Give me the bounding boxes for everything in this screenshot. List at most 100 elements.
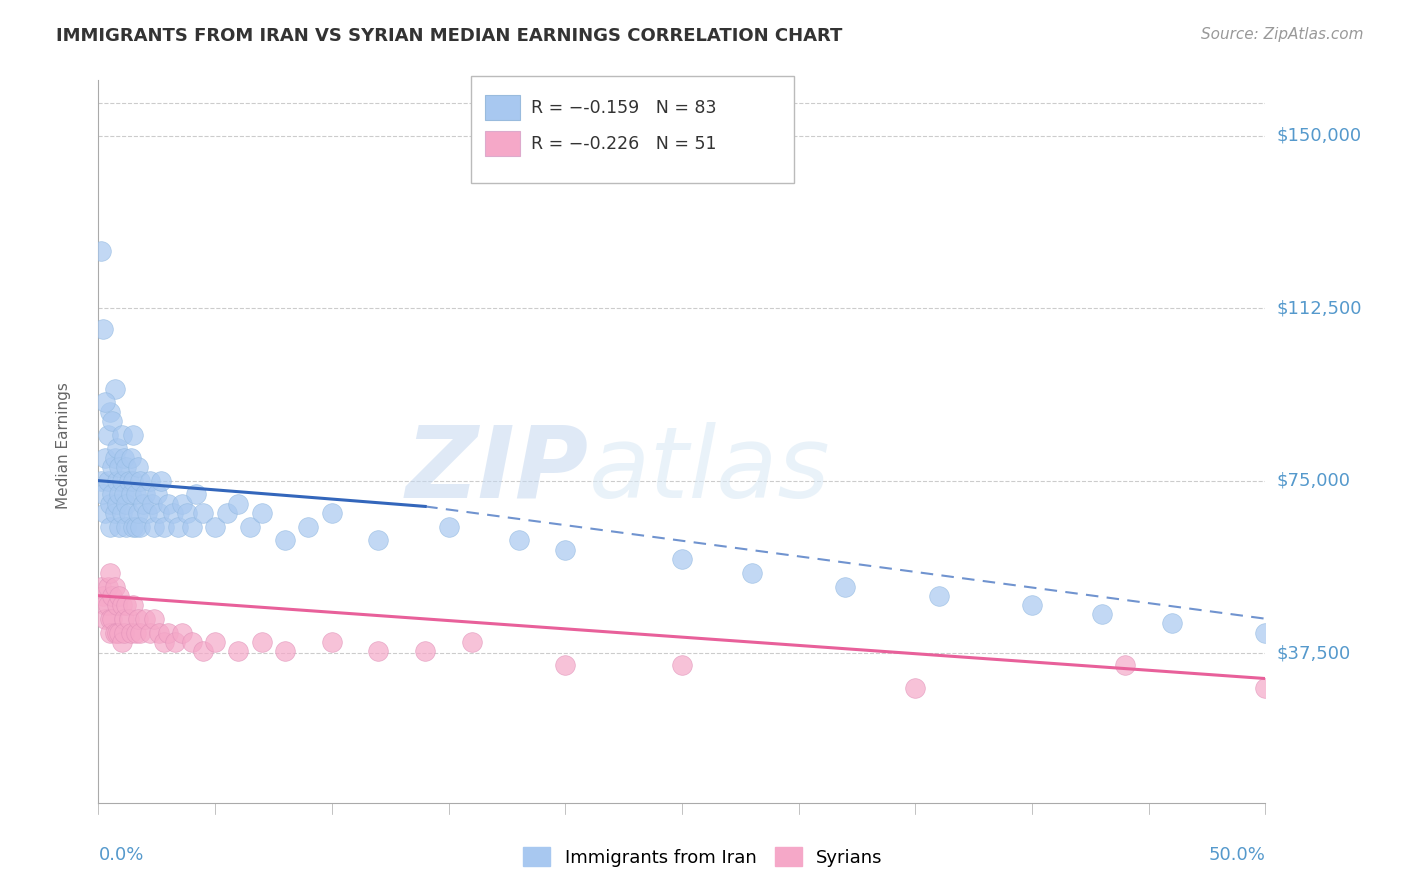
Point: [139, 625, 162, 640]
Point: [367, 533, 389, 548]
Point: [98, 497, 121, 511]
Point: [94, 506, 117, 520]
Point: [1254, 625, 1277, 640]
Point: [105, 442, 128, 456]
Point: [157, 497, 180, 511]
Point: [101, 414, 124, 428]
Point: [98, 625, 121, 640]
Point: [437, 519, 460, 533]
Point: [1091, 607, 1114, 621]
Text: ZIP: ZIP: [405, 422, 589, 519]
Text: R = −-0.159   N = 83: R = −-0.159 N = 83: [531, 99, 717, 117]
Point: [146, 487, 169, 501]
Text: IMMIGRANTS FROM IRAN VS SYRIAN MEDIAN EARNINGS CORRELATION CHART: IMMIGRANTS FROM IRAN VS SYRIAN MEDIAN EA…: [56, 27, 842, 45]
Text: Source: ZipAtlas.com: Source: ZipAtlas.com: [1201, 27, 1364, 42]
Point: [111, 598, 134, 612]
Point: [97, 474, 120, 488]
Point: [115, 497, 138, 511]
Point: [274, 533, 297, 548]
Point: [127, 459, 149, 474]
Point: [97, 598, 120, 612]
Point: [1021, 598, 1043, 612]
Point: [122, 474, 145, 488]
Point: [176, 506, 198, 520]
Point: [129, 474, 152, 488]
Point: [108, 625, 131, 640]
Point: [111, 506, 134, 520]
Point: [94, 598, 117, 612]
Point: [139, 474, 162, 488]
Point: [157, 625, 180, 640]
Point: [1161, 616, 1184, 631]
Point: [98, 566, 121, 580]
Point: [111, 474, 134, 488]
Point: [101, 487, 124, 501]
Point: [104, 382, 127, 396]
Point: [111, 634, 134, 648]
Point: [122, 519, 145, 533]
Point: [97, 580, 120, 594]
Point: [127, 612, 149, 626]
Point: [132, 497, 155, 511]
Point: [508, 533, 530, 548]
Point: [141, 497, 163, 511]
Point: [215, 506, 238, 520]
Point: [101, 612, 124, 626]
Point: [741, 566, 763, 580]
Point: [98, 519, 121, 533]
Point: [104, 580, 127, 594]
Text: R = −-0.226   N = 51: R = −-0.226 N = 51: [531, 135, 717, 153]
Point: [228, 497, 250, 511]
Point: [90, 474, 112, 488]
Text: Median Earnings: Median Earnings: [56, 383, 70, 509]
Point: [143, 519, 166, 533]
Point: [904, 681, 927, 695]
Point: [250, 506, 273, 520]
Point: [186, 487, 208, 501]
Point: [94, 612, 117, 626]
Point: [104, 450, 127, 465]
Point: [1254, 681, 1277, 695]
Point: [297, 519, 319, 533]
Point: [112, 612, 135, 626]
Point: [91, 487, 114, 501]
Point: [204, 519, 226, 533]
Point: [98, 404, 121, 418]
Point: [554, 542, 576, 557]
Text: $75,000: $75,000: [1277, 472, 1351, 490]
Point: [129, 519, 152, 533]
Point: [104, 506, 127, 520]
Point: [115, 519, 138, 533]
Point: [90, 244, 112, 258]
Text: $112,500: $112,500: [1277, 299, 1362, 317]
Point: [104, 625, 127, 640]
Point: [108, 589, 131, 603]
Point: [98, 612, 121, 626]
Text: atlas: atlas: [589, 422, 830, 519]
Point: [122, 598, 145, 612]
Point: [166, 519, 188, 533]
Point: [193, 506, 215, 520]
Point: [148, 506, 170, 520]
Point: [180, 634, 202, 648]
Point: [105, 598, 128, 612]
Point: [834, 580, 856, 594]
Point: [122, 427, 145, 442]
Point: [91, 322, 114, 336]
Point: [239, 519, 262, 533]
Point: [120, 450, 142, 465]
Point: [152, 519, 174, 533]
Text: 0.0%: 0.0%: [98, 847, 143, 864]
Point: [105, 497, 128, 511]
Point: [112, 487, 135, 501]
Point: [250, 634, 273, 648]
Point: [108, 459, 131, 474]
Point: [120, 487, 142, 501]
Point: [108, 487, 131, 501]
Point: [162, 506, 184, 520]
Point: [172, 625, 194, 640]
Point: [321, 634, 343, 648]
Point: [134, 612, 156, 626]
Point: [118, 474, 141, 488]
Point: [108, 519, 131, 533]
